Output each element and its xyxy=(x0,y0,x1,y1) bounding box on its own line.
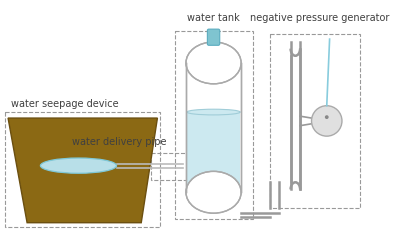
Text: water seepage device: water seepage device xyxy=(11,98,119,109)
Bar xyxy=(5,112,160,227)
Ellipse shape xyxy=(40,158,116,173)
Text: negative pressure generator: negative pressure generator xyxy=(250,13,389,23)
FancyBboxPatch shape xyxy=(207,29,220,45)
Ellipse shape xyxy=(187,109,240,115)
Bar xyxy=(186,63,241,192)
Bar xyxy=(151,153,191,180)
Circle shape xyxy=(312,106,342,136)
Ellipse shape xyxy=(186,171,241,213)
Bar xyxy=(187,112,240,192)
Bar xyxy=(174,31,252,219)
Polygon shape xyxy=(8,118,158,223)
Ellipse shape xyxy=(186,42,241,84)
Text: water tank: water tank xyxy=(187,13,240,23)
Bar xyxy=(270,34,360,208)
Text: water delivery pipe: water delivery pipe xyxy=(72,137,167,147)
Circle shape xyxy=(325,115,329,119)
Ellipse shape xyxy=(187,172,240,212)
